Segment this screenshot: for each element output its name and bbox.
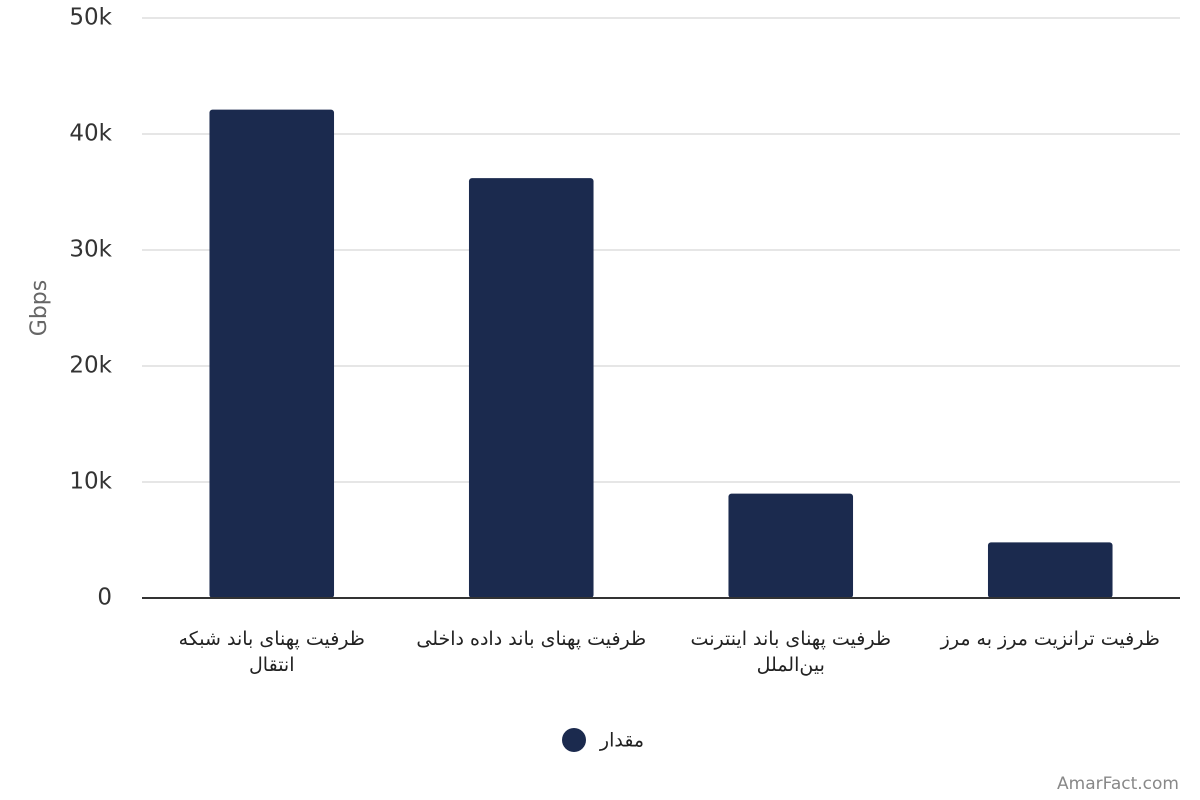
legend-label: مقدار <box>599 730 644 752</box>
legend-marker <box>562 728 586 752</box>
y-tick-label: 10k <box>69 469 112 495</box>
y-tick-label: 20k <box>69 353 112 379</box>
x-tick-label: ظرفیت پهنای باند اینترنت بین‌الملل <box>690 628 891 676</box>
bar <box>468 178 594 598</box>
y-axis-label: Gbps <box>27 280 52 336</box>
y-tick-label: 50k <box>69 5 112 31</box>
y-tick-label: 30k <box>69 237 112 263</box>
bar <box>209 109 335 598</box>
bar <box>728 493 854 598</box>
source: AmarFact.com <box>1057 774 1179 794</box>
bar <box>987 542 1113 598</box>
x-tick-label: ظرفیت پهنای باند داده داخلی <box>416 628 647 650</box>
x-tick-label: ظرفیت ترانزیت مرز به مرز <box>940 628 1160 650</box>
y-tick-label: 0 <box>97 585 112 611</box>
y-tick-label: 40k <box>69 121 112 147</box>
x-tick-label: ظرفیت پهنای باند شبکه انتقال <box>178 628 365 676</box>
